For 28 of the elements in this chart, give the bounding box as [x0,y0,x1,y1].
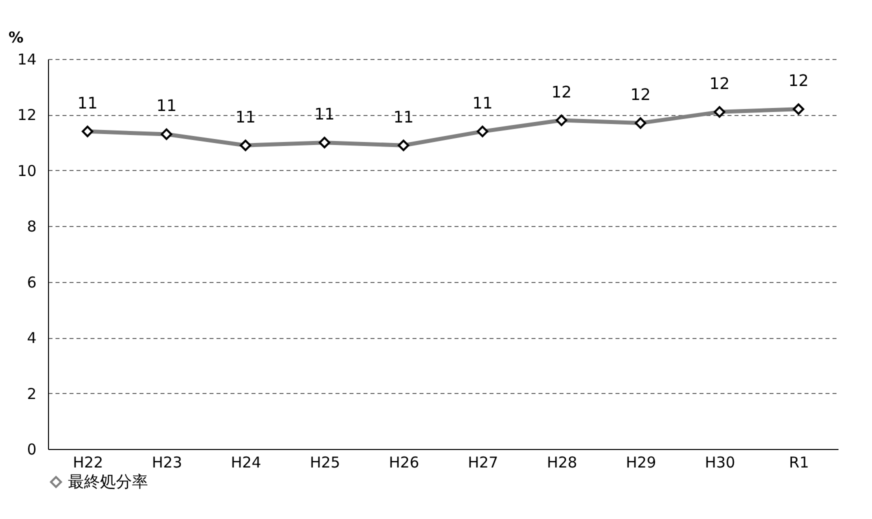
data-label: 11 [393,107,414,126]
data-label: 11 [472,93,493,112]
y-tick-label: 12 [17,106,36,124]
x-tick-label: H30 [704,454,736,472]
y-tick-label: 14 [17,50,36,68]
x-tick-label: H29 [626,454,656,472]
y-tick-label: 2 [26,384,36,403]
y-tick-label: 8 [26,218,36,236]
x-tick-label: H25 [310,454,340,472]
data-label: 11 [156,96,177,116]
y-tick-label: 0 [26,440,36,458]
x-tick-label: H28 [546,454,578,472]
x-tick-label: H22 [72,454,104,472]
x-tick-label: R1 [789,454,809,472]
data-label: 12 [551,82,572,102]
y-tick-label: 6 [26,273,36,292]
data-label: 12 [630,85,651,104]
y-axis-title: % [8,28,24,46]
data-label: 11 [77,93,98,112]
x-tick-label: H26 [388,454,420,472]
x-tick-label: H23 [152,454,182,472]
data-label: 12 [788,71,809,90]
legend-label: 最終処分率 [68,472,148,491]
y-tick-label: 4 [26,329,36,348]
x-tick-label: H24 [230,454,262,472]
x-tick-label: H27 [468,454,498,472]
data-label: 12 [709,74,730,93]
y-tick-label: 10 [17,162,36,180]
